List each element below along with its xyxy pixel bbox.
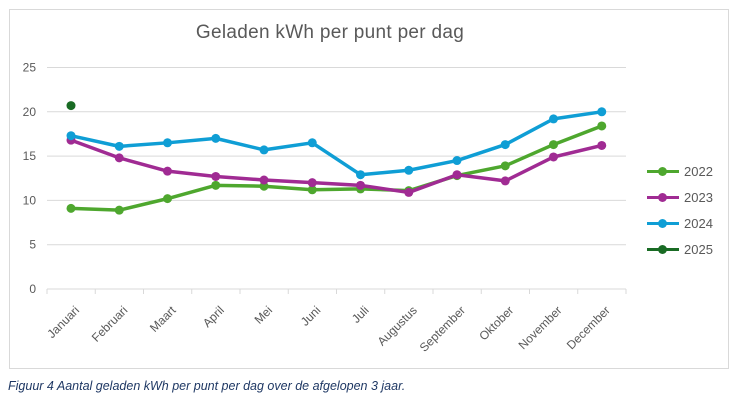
legend-label: 2024	[684, 215, 713, 231]
legend-line-marker-icon	[647, 244, 679, 254]
y-tick-label: 15	[23, 149, 37, 163]
data-point-2022	[66, 203, 76, 213]
x-tick-label: Oktober	[476, 303, 516, 343]
data-point-2022	[163, 194, 172, 204]
x-tick-label: Maart	[147, 303, 179, 335]
data-point-2022	[211, 180, 221, 190]
legend-item-2024: 2024	[647, 210, 713, 236]
data-point-2023	[259, 175, 269, 185]
data-point-2024	[259, 145, 269, 155]
data-point-2023	[549, 152, 558, 162]
x-tick-label: Mei	[252, 303, 276, 327]
legend-dot	[658, 218, 667, 228]
y-tick-label: 25	[23, 61, 37, 75]
data-point-2024	[307, 138, 317, 148]
legend-label: 2023	[684, 189, 713, 205]
legend-dot	[658, 166, 667, 176]
legend-dot	[658, 244, 667, 254]
x-tick-label: December	[564, 303, 613, 352]
data-point-2023	[307, 178, 317, 188]
y-tick-label: 20	[23, 105, 37, 119]
series-line-2023	[69, 138, 604, 195]
data-point-2024	[500, 140, 510, 150]
y-tick-label: 0	[29, 282, 36, 296]
data-point-2025	[66, 101, 76, 111]
data-point-2023	[114, 153, 124, 163]
x-tick-label: September	[417, 303, 468, 354]
legend-label: 2022	[684, 163, 713, 179]
x-tick-label: Februari	[89, 303, 130, 344]
data-point-2024	[597, 107, 607, 117]
data-point-2023	[163, 166, 172, 176]
data-point-2024	[549, 114, 558, 124]
data-point-2024	[452, 156, 462, 166]
x-tick-label: November	[516, 303, 565, 352]
data-point-2023	[500, 176, 510, 186]
x-tick-label: April	[200, 303, 227, 330]
data-point-2022	[549, 140, 558, 150]
legend-dot	[658, 192, 667, 202]
data-point-2024	[114, 141, 124, 151]
data-point-2024	[66, 131, 76, 141]
legend-item-2023: 2023	[647, 184, 713, 210]
y-tick-label: 5	[29, 238, 36, 252]
data-point-2022	[259, 181, 269, 191]
data-point-2023	[597, 140, 607, 150]
x-tick-label: Januari	[44, 303, 82, 341]
chart-plot-area: 0 5 10 15 20 25 Januari Februari Maart April Mei Ju…	[23, 61, 627, 355]
legend-item-2022: 2022	[647, 158, 713, 184]
data-point-2024	[211, 133, 221, 143]
legend-line-marker-icon	[647, 218, 679, 228]
legend-item-2025: 2025	[647, 236, 713, 262]
y-tick-label: 10	[23, 193, 37, 207]
data-point-2022	[597, 121, 607, 131]
series-line-2022	[69, 124, 604, 212]
data-point-2022	[307, 185, 317, 195]
data-point-2022	[114, 205, 124, 215]
data-point-2023	[211, 171, 221, 181]
data-point-2023	[452, 170, 462, 180]
x-tick-label: Augustus	[375, 303, 420, 348]
chart-figure: 0 5 10 15 20 25 Januari Februari Maart April Mei Ju…	[9, 9, 729, 369]
data-point-2024	[356, 170, 365, 180]
chart-title: Geladen kWh per punt per dag	[195, 22, 465, 43]
data-point-2023	[356, 180, 365, 190]
legend-line-marker-icon	[647, 192, 679, 202]
data-point-2023	[404, 187, 414, 197]
series-line-2024	[69, 110, 604, 177]
legend-label: 2025	[684, 241, 713, 257]
chart-legend: 2022 2023 2024 2025	[647, 158, 713, 262]
x-tick-label: Juli	[349, 303, 372, 326]
data-point-2024	[404, 165, 414, 175]
data-point-2022	[500, 161, 510, 171]
figure-caption: Figuur 4 Aantal geladen kWh per punt per…	[8, 379, 406, 393]
data-point-2024	[163, 138, 172, 148]
legend-line-marker-icon	[647, 166, 679, 176]
x-tick-label: Juni	[298, 303, 323, 328]
